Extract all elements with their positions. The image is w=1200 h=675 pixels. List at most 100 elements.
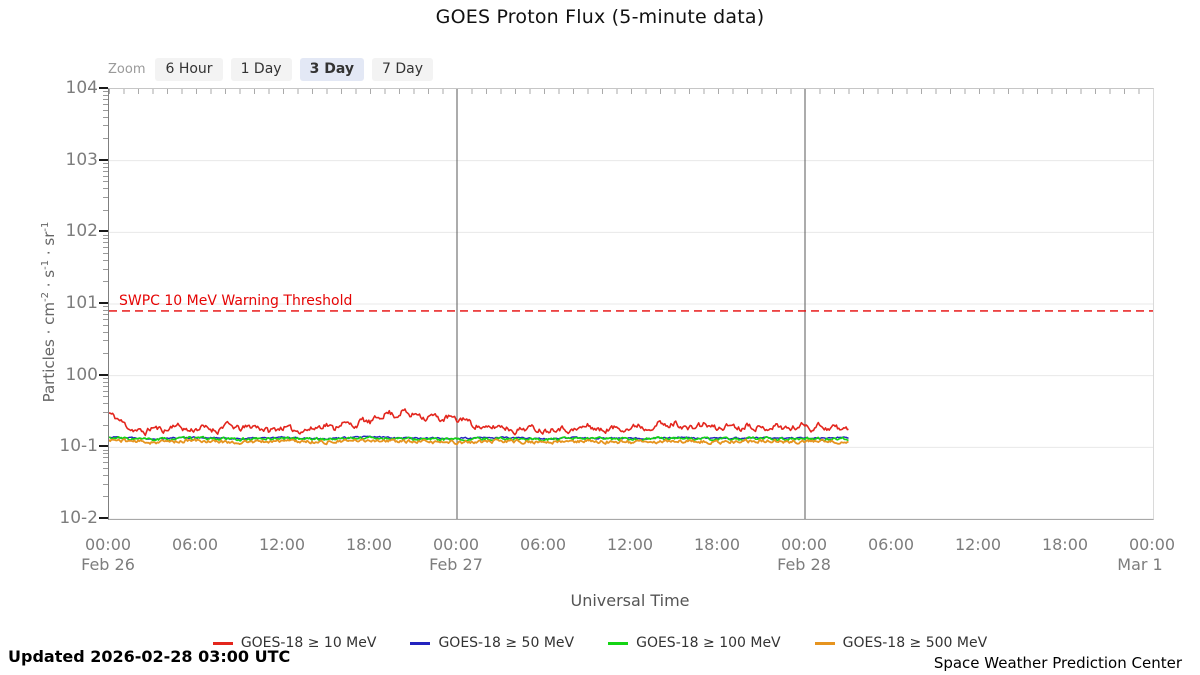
x-axis-tick-time: 18:00 bbox=[345, 535, 393, 554]
y-axis-minor-tick bbox=[103, 209, 108, 211]
y-axis-title: Particles · cm-2 · s-1 · sr-1 bbox=[40, 221, 58, 403]
plot-area: SWPC 10 MeV Warning Threshold bbox=[108, 88, 1154, 520]
legend-swatch bbox=[814, 641, 835, 645]
y-axis-minor-tick bbox=[103, 474, 108, 476]
y-axis-minor-tick bbox=[103, 453, 108, 455]
legend: GOES-18 ≥ 10 MeV GOES-18 ≥ 50 MeV GOES-18 … bbox=[0, 635, 1200, 651]
x-axis-tick-time: 06:00 bbox=[867, 535, 915, 554]
y-axis-minor-tick bbox=[103, 281, 108, 283]
legend-label: GOES-18 ≥ 100 MeV bbox=[636, 635, 781, 651]
y-axis-minor-tick bbox=[103, 306, 108, 308]
series-line-goes-18-100-mev bbox=[109, 435, 849, 442]
y-axis-minor-tick bbox=[103, 138, 108, 140]
y-axis-tick-label: 102 bbox=[65, 221, 98, 242]
y-axis-minor-tick bbox=[103, 314, 108, 316]
y-axis-minor-tick bbox=[103, 467, 108, 469]
zoom-label: Zoom bbox=[108, 61, 146, 77]
y-axis-minor-tick bbox=[103, 412, 108, 414]
series-line-goes-18-500-mev bbox=[109, 438, 849, 446]
y-axis-minor-tick bbox=[103, 247, 108, 249]
y-axis-minor-tick bbox=[103, 385, 108, 387]
y-axis-minor-tick bbox=[103, 259, 108, 261]
x-axis-tick-time: 00:00 bbox=[780, 535, 828, 554]
x-axis-tick-date: Feb 27 bbox=[429, 555, 483, 574]
top-axis-hour-ticks bbox=[109, 89, 1153, 94]
legend-item: GOES-18 ≥ 100 MeV bbox=[608, 635, 781, 651]
y-axis-major-tick bbox=[99, 230, 108, 233]
y-axis-minor-tick bbox=[103, 91, 108, 93]
y-axis-minor-tick bbox=[103, 390, 108, 392]
y-axis-minor-tick bbox=[103, 496, 108, 498]
zoom-button-6-hour[interactable]: 6 Hour bbox=[155, 58, 223, 81]
y-axis-tick-label: 10-1 bbox=[59, 436, 98, 457]
x-axis-tick-time: 18:00 bbox=[1041, 535, 1089, 554]
x-axis-title: Universal Time bbox=[570, 591, 690, 610]
y-axis-minor-tick bbox=[103, 162, 108, 164]
x-axis-tick-time: 18:00 bbox=[693, 535, 741, 554]
y-axis-major-tick bbox=[99, 87, 108, 89]
y-axis-minor-tick bbox=[103, 197, 108, 199]
y-axis-minor-tick bbox=[103, 94, 108, 96]
chart-title: GOES Proton Flux (5-minute data) bbox=[435, 6, 765, 28]
y-axis-minor-tick bbox=[103, 170, 108, 172]
y-axis-minor-tick bbox=[103, 116, 108, 118]
y-axis-minor-tick bbox=[103, 403, 108, 405]
zoom-button-1-day[interactable]: 1 Day bbox=[230, 58, 292, 81]
y-axis-minor-tick bbox=[103, 242, 108, 244]
proton-flux-chart-svg bbox=[109, 89, 1153, 519]
zoom-button-3-day[interactable]: 3 Day bbox=[299, 58, 364, 81]
y-axis-minor-tick bbox=[103, 318, 108, 320]
y-axis-minor-tick bbox=[103, 377, 108, 379]
y-axis-tick-label: 10-2 bbox=[59, 508, 98, 528]
y-axis-minor-tick bbox=[103, 234, 108, 236]
legend-swatch bbox=[212, 641, 233, 645]
y-axis-minor-tick bbox=[103, 353, 108, 355]
x-axis-tick-date: Feb 26 bbox=[81, 555, 135, 574]
x-axis-tick-time: 00:00 bbox=[84, 535, 132, 554]
y-axis-major-tick bbox=[99, 302, 108, 304]
y-axis-major-tick bbox=[99, 158, 108, 161]
x-axis-tick-time: 12:00 bbox=[606, 535, 654, 554]
legend-label: GOES-18 ≥ 50 MeV bbox=[438, 635, 575, 651]
y-axis-minor-tick bbox=[103, 381, 108, 383]
zoom-button-7-day[interactable]: 7 Day bbox=[371, 58, 433, 81]
y-axis-minor-tick bbox=[103, 252, 108, 254]
y-axis-minor-tick bbox=[103, 424, 108, 426]
y-axis-minor-tick bbox=[103, 483, 108, 485]
legend-swatch bbox=[608, 641, 629, 645]
y-axis-minor-tick bbox=[103, 125, 108, 127]
y-axis-minor-tick bbox=[103, 166, 108, 168]
y-axis-minor-tick bbox=[103, 181, 108, 183]
y-axis-minor-tick bbox=[103, 238, 108, 240]
x-axis-tick-date: Mar 1 bbox=[1117, 555, 1163, 574]
legend-item: GOES-18 ≥ 50 MeV bbox=[410, 635, 574, 651]
y-axis-minor-tick bbox=[103, 188, 108, 190]
y-axis-tick-label: 101 bbox=[65, 293, 98, 313]
updated-timestamp: Updated 2026-02-28 03:00 UTC bbox=[8, 647, 291, 666]
y-axis-minor-tick bbox=[103, 396, 108, 398]
x-axis-tick-time: 00:00 bbox=[432, 535, 480, 554]
x-axis-tick-time: 06:00 bbox=[519, 535, 567, 554]
y-axis-tick-label: 100 bbox=[65, 364, 98, 385]
y-axis-major-tick bbox=[99, 373, 108, 376]
x-axis-tick-date: Feb 28 bbox=[777, 555, 831, 574]
y-axis-minor-tick bbox=[103, 309, 108, 311]
legend-item: GOES-18 ≥ 500 MeV bbox=[814, 635, 987, 651]
y-axis-minor-tick bbox=[103, 103, 108, 105]
y-axis-minor-tick bbox=[103, 99, 108, 101]
y-axis-minor-tick bbox=[103, 268, 108, 270]
zoom-range-selector: Zoom 6 Hour 1 Day 3 Day 7 Day bbox=[108, 58, 433, 81]
y-axis-minor-tick bbox=[103, 449, 108, 451]
legend-item: GOES-18 ≥ 10 MeV bbox=[212, 635, 376, 651]
y-axis-tick-label: 103 bbox=[65, 149, 98, 170]
y-axis-major-tick bbox=[99, 517, 108, 519]
threshold-label: SWPC 10 MeV Warning Threshold bbox=[119, 292, 353, 309]
x-axis-tick-time: 06:00 bbox=[171, 535, 219, 554]
x-axis-tick-time: 00:00 bbox=[1128, 535, 1176, 554]
x-axis-tick-time: 12:00 bbox=[258, 535, 306, 554]
y-axis-minor-tick bbox=[103, 331, 108, 333]
y-axis-minor-tick bbox=[103, 175, 108, 177]
y-axis-minor-tick bbox=[103, 109, 108, 111]
y-axis-minor-tick bbox=[103, 457, 108, 459]
